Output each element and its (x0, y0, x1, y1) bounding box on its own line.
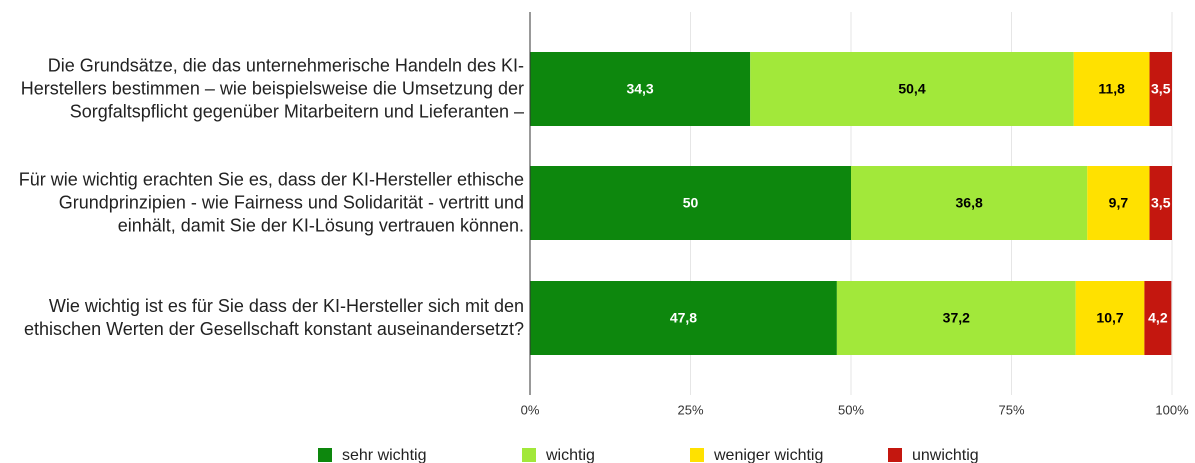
x-tick-label: 25% (677, 402, 703, 417)
value-label: 9,7 (1109, 195, 1129, 211)
legend-label: weniger wichtig (713, 447, 823, 463)
legend-swatch (888, 448, 902, 462)
value-label: 47,8 (670, 310, 697, 326)
bar-segment (836, 281, 1076, 355)
value-label: 50,4 (898, 81, 925, 97)
value-label: 3,5 (1151, 195, 1171, 211)
bar-segment (1075, 281, 1145, 355)
bar-segment (750, 52, 1074, 126)
legend-label: wichtig (545, 447, 595, 463)
bar-segment (530, 166, 851, 240)
value-label: 3,5 (1151, 81, 1171, 97)
value-label: 37,2 (943, 310, 970, 326)
value-label: 11,8 (1098, 81, 1125, 97)
bar-segment (530, 281, 837, 355)
legend-swatch (318, 448, 332, 462)
bar-segment (851, 166, 1088, 240)
bar-segment (1144, 281, 1172, 355)
legend-label: unwichtig (912, 447, 979, 463)
category-label: Wie wichtig ist es für Sie dass der KI-H… (24, 296, 524, 339)
x-tick-label: 100% (1155, 402, 1189, 417)
category-label: Für wie wichtig erachten Sie es, dass de… (18, 169, 524, 236)
value-label: 34,3 (626, 81, 653, 97)
legend-label: sehr wichtig (342, 447, 426, 463)
x-tick-label: 0% (521, 402, 540, 417)
category-label: Die Grundsätze, die das unternehmerische… (20, 55, 524, 122)
legend-swatch (522, 448, 536, 462)
value-label: 36,8 (956, 195, 983, 211)
bar-segment (1149, 166, 1172, 240)
bar-segment (1149, 52, 1172, 126)
bar-segment (1073, 52, 1150, 126)
legend-swatch (690, 448, 704, 462)
x-tick-label: 50% (838, 402, 864, 417)
bar-segment (1087, 166, 1150, 240)
value-label: 4,2 (1148, 310, 1168, 326)
bar-segment (530, 52, 751, 126)
x-tick-label: 75% (998, 402, 1024, 417)
value-label: 50 (683, 195, 699, 211)
value-label: 10,7 (1096, 310, 1123, 326)
